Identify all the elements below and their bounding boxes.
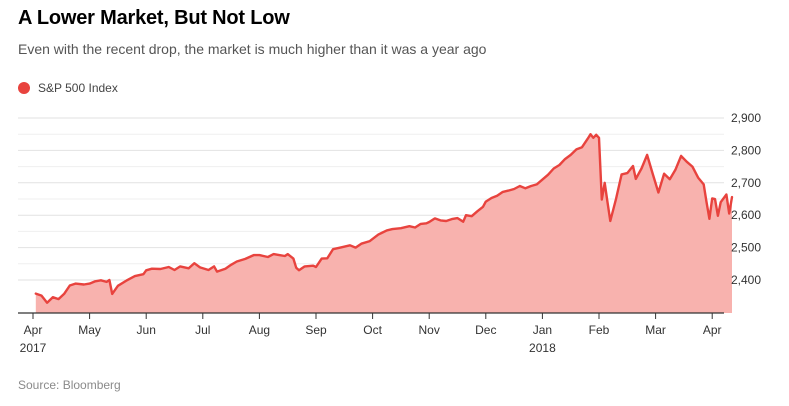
y-tick-label: 2,700 (731, 176, 761, 190)
plot-area (34, 133, 734, 313)
legend-swatch (18, 82, 30, 94)
x-tick-label: Sep (305, 323, 327, 337)
x-tick-label: Aug (249, 323, 270, 337)
x-tick-label: Oct (363, 323, 382, 337)
chart-title: A Lower Market, But Not Low (18, 7, 290, 29)
y-tick-label: 2,900 (731, 111, 761, 125)
y-tick-label: 2,400 (731, 273, 761, 287)
legend: S&P 500 Index (18, 81, 118, 95)
x-tick-label: Apr (703, 323, 722, 337)
legend-label: S&P 500 Index (38, 81, 118, 95)
source-note: Source: Bloomberg (18, 378, 121, 392)
y-tick-label: 2,600 (731, 208, 761, 222)
x-tick-label: Jan (533, 323, 552, 337)
y-tick-label: 2,800 (731, 143, 761, 157)
x-tick-label: Jun (137, 323, 156, 337)
x-tick-label: Jul (195, 323, 210, 337)
axes: 2,400 2,500 2,600 2,700 2,800 2,900 Apr 2017 May… (18, 111, 761, 355)
x-tick-label: Nov (419, 323, 440, 337)
area-fill (35, 134, 733, 313)
x-tick-label: Dec (475, 323, 496, 337)
x-tick-year-label: 2017 (20, 341, 47, 355)
x-tick-label: Apr (24, 323, 43, 337)
x-tick-label: May (78, 323, 101, 337)
x-tick-label: Mar (645, 323, 666, 337)
series-line (34, 133, 734, 304)
x-tick-year-label: 2018 (529, 341, 556, 355)
y-tick-label: 2,500 (731, 241, 761, 255)
chart-subtitle: Even with the recent drop, the market is… (18, 41, 487, 57)
x-tick-label: Feb (589, 323, 610, 337)
